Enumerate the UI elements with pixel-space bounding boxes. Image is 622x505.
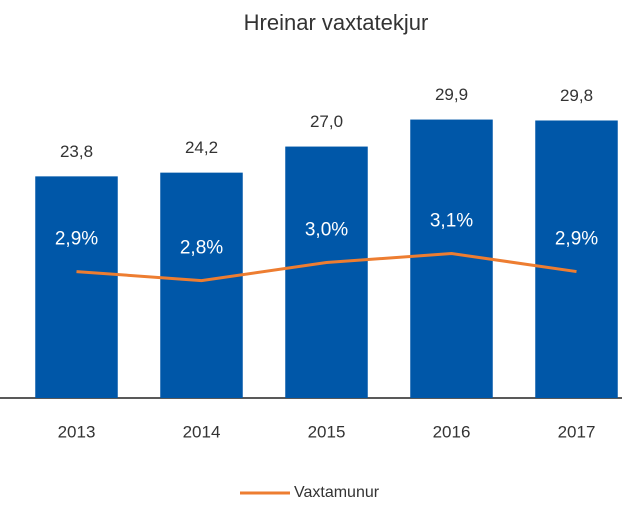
line-value-label: 2,9% <box>55 229 98 250</box>
line-value-label: 2,9% <box>555 229 598 250</box>
bar-value-label: 29,9 <box>435 85 468 104</box>
bar-value-label: 24,2 <box>185 138 218 157</box>
line-value-label: 2,8% <box>180 238 223 259</box>
chart-title: Hreinar vaxtatekjur <box>244 10 429 35</box>
bar <box>285 146 368 398</box>
bar <box>160 172 243 398</box>
bar-value-label: 29,8 <box>560 86 593 105</box>
x-tick-label: 2013 <box>58 422 96 441</box>
line <box>76 252 577 283</box>
line-value-label: 3,0% <box>305 220 348 241</box>
x-tick-label: 2016 <box>433 422 471 441</box>
bar-value-label: 27,0 <box>310 112 343 131</box>
x-tick-label: 2014 <box>183 422 221 441</box>
x-tick-label: 2017 <box>558 422 596 441</box>
bar <box>35 176 118 398</box>
legend-label: Vaxtamunur <box>294 484 380 501</box>
bar-value-label: 23,8 <box>60 142 93 161</box>
line-value-label: 3,1% <box>430 211 473 232</box>
bar <box>535 120 618 399</box>
x-tick-label: 2015 <box>308 422 346 441</box>
